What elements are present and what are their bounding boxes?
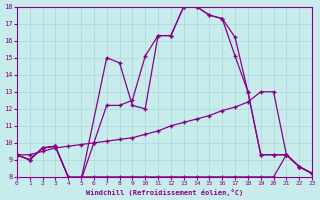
X-axis label: Windchill (Refroidissement éolien,°C): Windchill (Refroidissement éolien,°C): [86, 189, 243, 196]
